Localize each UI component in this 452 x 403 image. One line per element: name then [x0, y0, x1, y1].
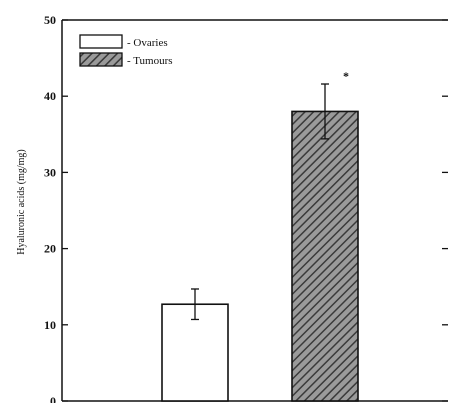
y-tick-label: 20	[44, 242, 56, 256]
legend-swatch-tumours	[79, 52, 123, 67]
y-axis: 0 10 20 30 40 50	[44, 13, 448, 403]
legend-label-ovaries: - Ovaries	[127, 37, 168, 49]
annotations: *	[343, 69, 349, 83]
bar-ovaries	[161, 303, 229, 402]
error-bars	[191, 83, 329, 321]
legend-label-tumours: - Tumours	[127, 55, 173, 67]
legend: - Ovaries - Tumours	[79, 34, 173, 67]
y-tick-label: 10	[44, 318, 56, 332]
y-axis-title: Hyaluronic acids (mg/mg)	[16, 149, 27, 255]
plot-frame	[61, 19, 448, 402]
bar-tumours	[291, 110, 359, 402]
y-tick-label: 50	[44, 13, 56, 27]
significance-marker: *	[343, 69, 349, 83]
y-tick-label: 0	[50, 394, 56, 403]
y-tick-label: 30	[44, 165, 56, 179]
legend-swatch-ovaries	[79, 34, 123, 49]
bars	[161, 110, 359, 402]
y-tick-label: 40	[44, 89, 56, 103]
